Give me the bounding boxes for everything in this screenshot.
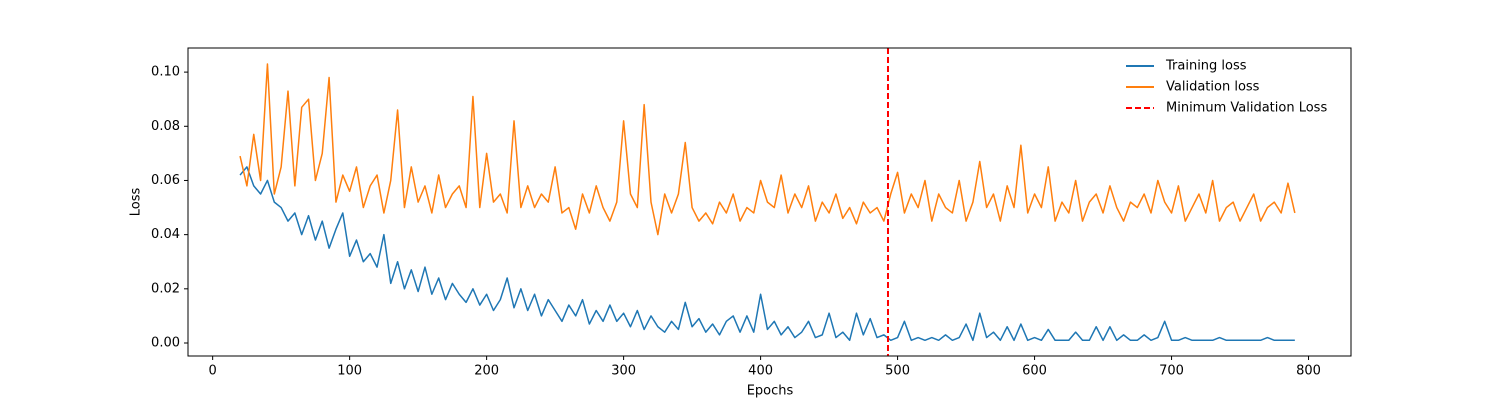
x-tick-label: 0 <box>209 364 217 379</box>
x-tick-label: 100 <box>337 364 362 379</box>
y-tick-label: 0.06 <box>151 173 180 188</box>
y-tick-label: 0.00 <box>151 335 180 350</box>
y-tick-label: 0.04 <box>151 227 180 242</box>
plot-frame <box>187 47 1352 357</box>
x-tick-label: 200 <box>474 364 499 379</box>
x-tick-label: 400 <box>748 364 773 379</box>
y-tick-label: 0.02 <box>151 281 180 296</box>
series-line <box>239 63 1296 236</box>
legend-label: Validation loss <box>1166 80 1260 95</box>
x-axis-label: Epochs <box>747 384 794 399</box>
legend-label: Minimum Validation Loss <box>1166 101 1327 116</box>
x-tick-label: 600 <box>1022 364 1047 379</box>
x-tick-label: 300 <box>611 364 636 379</box>
y-tick-label: 0.08 <box>151 119 180 134</box>
x-tick-label: 500 <box>885 364 910 379</box>
x-tick-label: 700 <box>1159 364 1184 379</box>
legend-label: Training loss <box>1165 59 1247 74</box>
y-axis-label: Loss <box>129 188 144 217</box>
x-tick-label: 800 <box>1296 364 1321 379</box>
series-line <box>239 166 1295 342</box>
y-tick-label: 0.10 <box>151 65 180 80</box>
